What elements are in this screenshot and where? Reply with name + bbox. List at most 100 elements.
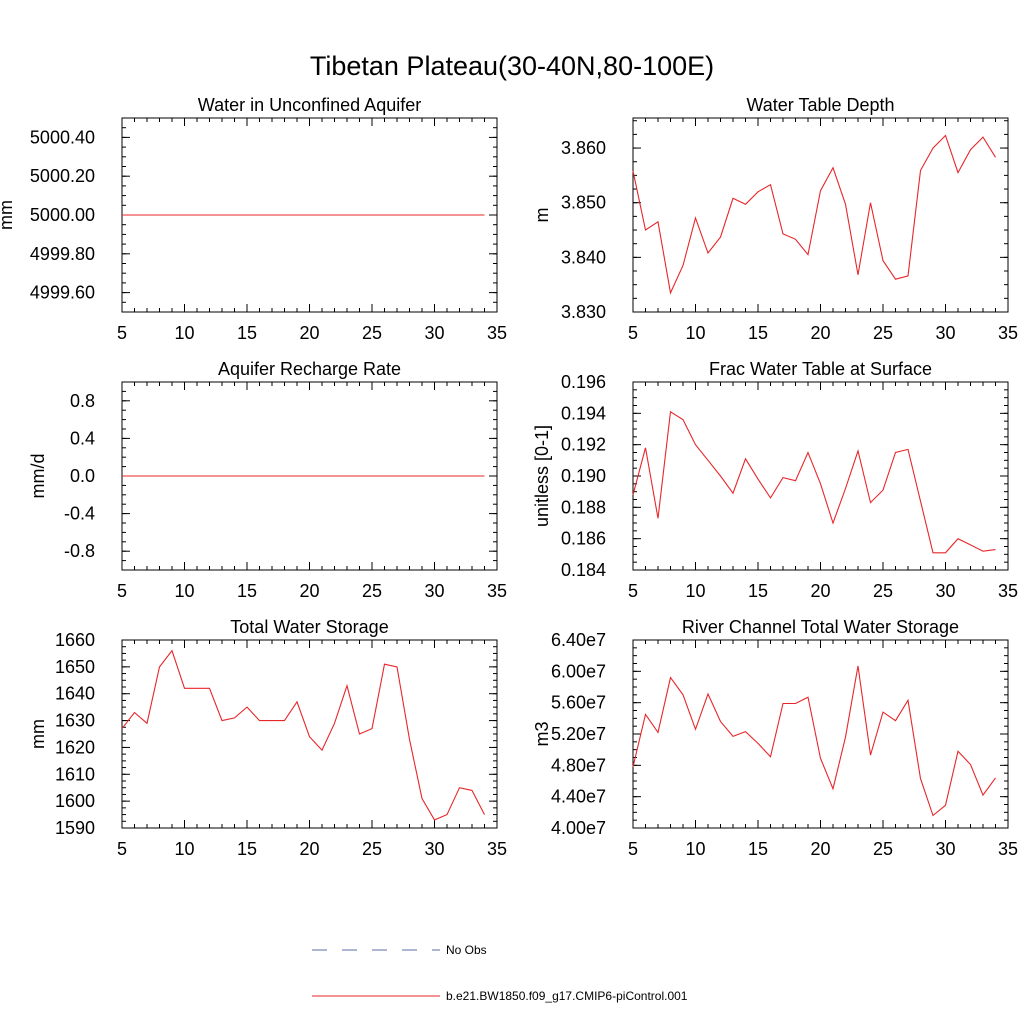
x-tick-label: 35 (998, 839, 1018, 859)
x-tick-label: 25 (362, 323, 382, 343)
x-tick-label: 25 (873, 323, 893, 343)
x-tick-label: 35 (487, 581, 507, 601)
x-tick-label: 5 (628, 323, 638, 343)
y-tick-label: 5.20e7 (551, 724, 606, 744)
x-tick-label: 25 (873, 581, 893, 601)
x-tick-label: 5 (117, 581, 127, 601)
x-tick-label: 20 (299, 581, 319, 601)
panel-title: Water in Unconfined Aquifer (198, 95, 421, 115)
x-tick-label: 30 (424, 323, 444, 343)
y-axis-label: mm (0, 200, 16, 230)
x-tick-label: 35 (487, 323, 507, 343)
plot-frame (632, 639, 1009, 829)
y-axis-label: unitless [0-1] (532, 425, 552, 527)
legend: No Obs b.e21.BW1850.f09_g17.CMIP6-piCont… (312, 943, 688, 1003)
y-tick-label: 0.192 (561, 435, 606, 455)
y-axis-label: m3 (532, 721, 552, 746)
y-tick-label: 0.188 (561, 497, 606, 517)
series-line (632, 410, 996, 554)
x-tick-label: 20 (810, 839, 830, 859)
x-tick-label: 10 (685, 323, 705, 343)
x-tick-label: 35 (998, 323, 1018, 343)
x-tick-label: 30 (935, 323, 955, 343)
figure-title: Tibetan Plateau(30-40N,80-100E) (310, 51, 714, 81)
panel-4: Frac Water Table at Surface unitless [0-1… (532, 359, 1018, 601)
x-tick-label: 10 (685, 581, 705, 601)
y-tick-label: 5.60e7 (551, 693, 606, 713)
y-tick-label: -0.4 (64, 504, 95, 524)
x-tick-label: 20 (810, 323, 830, 343)
y-tick-label: 5000.00 (30, 205, 95, 225)
panels: Water in Unconfined Aquifer mm 5 10 15 20 25 30… (0, 95, 1018, 859)
y-tick-label: 3.860 (561, 138, 606, 158)
y-tick-label: 0.196 (561, 372, 606, 392)
y-tick-label: 0.184 (561, 560, 606, 580)
x-tick-label: 25 (873, 839, 893, 859)
y-tick-label: 0.194 (561, 403, 606, 423)
plot-frame (632, 117, 1009, 313)
y-tick-label: 0.186 (561, 529, 606, 549)
plot-frame (632, 381, 1009, 571)
x-tick-label: 20 (299, 839, 319, 859)
panel-title: Water Table Depth (746, 95, 894, 115)
y-tick-label: 4.80e7 (551, 755, 606, 775)
y-tick-label: 5000.40 (30, 127, 95, 147)
panel-title: Frac Water Table at Surface (709, 359, 932, 379)
y-tick-label: 0.4 (70, 428, 95, 448)
y-tick-label: 5000.20 (30, 166, 95, 186)
x-tick-label: 30 (935, 839, 955, 859)
legend-label-no-obs: No Obs (446, 943, 487, 957)
panel-5: Total Water Storage mm 5 10 15 20 25 30 35 1590 16… (28, 617, 507, 859)
series-line (632, 134, 996, 295)
y-tick-label: 1640 (55, 684, 95, 704)
panel-2: Water Table Depth m 5 10 15 20 25 30 35 3.830 3.84… (532, 95, 1018, 343)
x-tick-label: 30 (424, 839, 444, 859)
y-tick-label: 6.40e7 (551, 630, 606, 650)
y-tick-label: 3.840 (561, 247, 606, 267)
x-tick-label: 10 (685, 839, 705, 859)
x-tick-label: 5 (628, 839, 638, 859)
x-tick-label: 15 (237, 323, 257, 343)
x-tick-label: 10 (174, 323, 194, 343)
y-tick-label: 1600 (55, 791, 95, 811)
x-tick-label: 5 (117, 323, 127, 343)
panel-1: Water in Unconfined Aquifer mm 5 10 15 20 25 30… (0, 95, 507, 343)
y-tick-label: 0.190 (561, 466, 606, 486)
x-tick-label: 15 (748, 323, 768, 343)
legend-label-model: b.e21.BW1850.f09_g17.CMIP6-piControl.001 (446, 989, 688, 1003)
y-tick-label: 1660 (55, 630, 95, 650)
y-tick-label: 1630 (55, 711, 95, 731)
x-tick-label: 20 (810, 581, 830, 601)
panel-title: Aquifer Recharge Rate (218, 359, 401, 379)
y-axis-label: mm/d (28, 454, 48, 499)
x-tick-label: 35 (998, 581, 1018, 601)
y-tick-label: 3.850 (561, 193, 606, 213)
x-tick-label: 10 (174, 839, 194, 859)
y-tick-label: 1610 (55, 764, 95, 784)
y-tick-label: 4999.80 (30, 244, 95, 264)
y-tick-label: 1590 (55, 818, 95, 838)
series-line (632, 665, 996, 817)
y-tick-label: 0.8 (70, 391, 95, 411)
y-tick-label: 4999.60 (30, 283, 95, 303)
y-tick-label: 0.0 (70, 466, 95, 486)
y-tick-label: 4.00e7 (551, 818, 606, 838)
panel-title: Total Water Storage (230, 617, 388, 637)
x-tick-label: 30 (424, 581, 444, 601)
x-tick-label: 5 (117, 839, 127, 859)
series-line (121, 649, 485, 821)
x-tick-label: 25 (362, 581, 382, 601)
panel-title: River Channel Total Water Storage (682, 617, 959, 637)
y-tick-label: 4.40e7 (551, 787, 606, 807)
x-tick-label: 15 (237, 581, 257, 601)
y-tick-label: 6.00e7 (551, 661, 606, 681)
y-axis-label: mm (28, 719, 48, 749)
y-tick-label: 1620 (55, 737, 95, 757)
x-tick-label: 15 (237, 839, 257, 859)
x-tick-label: 20 (299, 323, 319, 343)
x-tick-label: 30 (935, 581, 955, 601)
panel-6: River Channel Total Water Storage m3 5 10 15… (532, 617, 1018, 859)
y-tick-label: 1650 (55, 657, 95, 677)
